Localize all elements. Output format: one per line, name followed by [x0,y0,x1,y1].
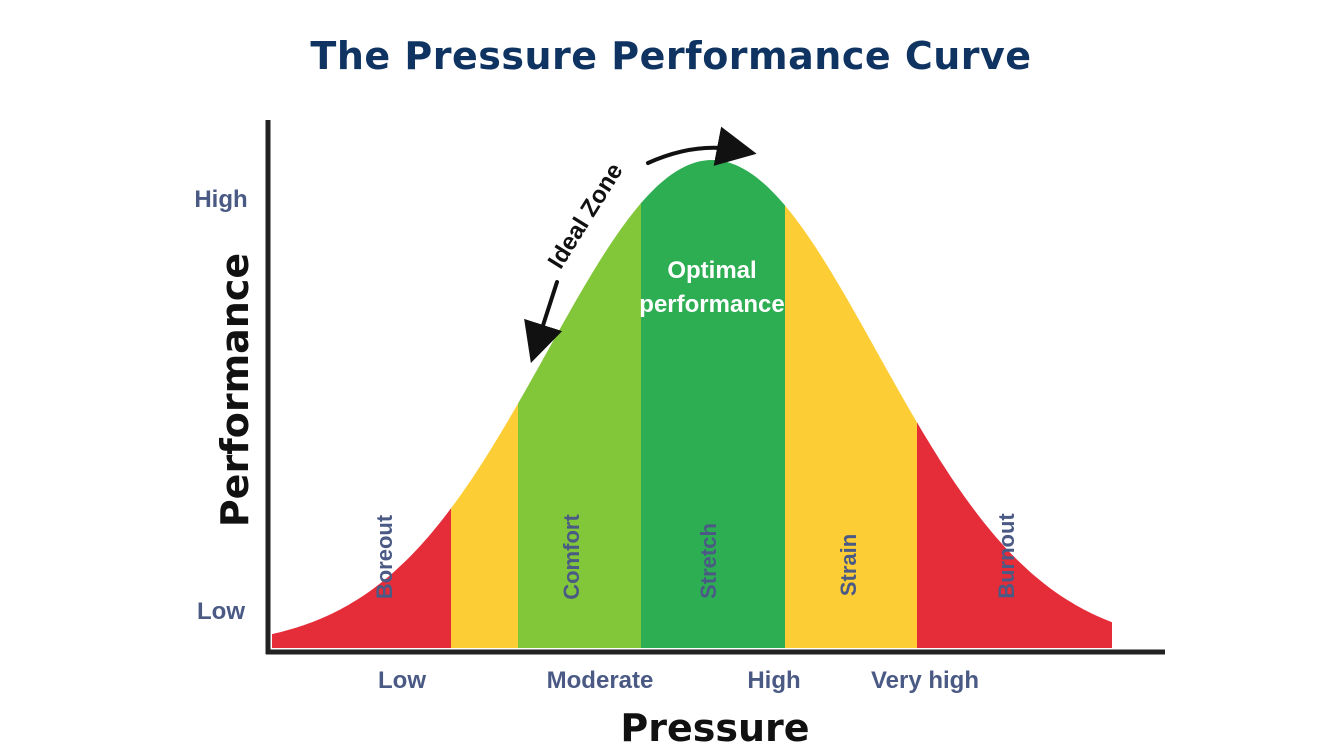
arrow-down-left [524,280,563,364]
zone-label-comfort: Comfort [559,514,584,600]
y-tick-high: High [194,186,247,213]
x-tick-very-high: Very high [871,667,979,694]
arrow-curved-right [646,126,757,166]
x-tick-low: Low [378,667,426,694]
x-tick-moderate: Moderate [547,667,654,694]
band-dark-green [641,160,786,648]
band-red-left [272,160,452,648]
zone-label-boreout: Boreout [372,514,397,599]
y-axis-title: Performance [213,253,257,527]
zone-label-stretch: Stretch [696,523,721,599]
y-tick-low: Low [197,598,245,625]
zone-label-strain: Strain [836,534,861,596]
optimal-label-line1: Optimal [667,257,756,284]
x-tick-high: High [747,667,800,694]
x-axis-title: Pressure [620,706,809,750]
optimal-label-line2: performance [639,291,784,318]
page-title: The Pressure Performance Curve [310,34,1032,78]
band-yellow-left [451,160,519,648]
zone-label-burnout: Burnout [994,513,1019,599]
